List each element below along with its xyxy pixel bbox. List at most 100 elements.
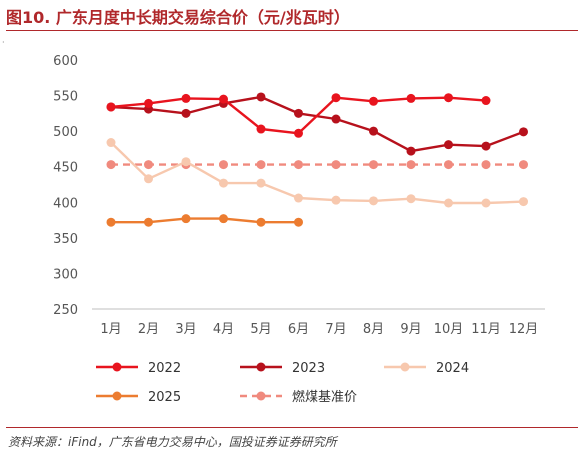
data-point-2022 (144, 98, 153, 108)
data-point-2023 (331, 114, 341, 124)
series-2024 (106, 138, 528, 208)
data-point-benchmark (444, 160, 453, 170)
legend-swatch-marker (256, 391, 266, 401)
data-point-2025 (144, 217, 153, 227)
data-point-2022 (331, 93, 341, 103)
legend-label: 2023 (292, 361, 325, 376)
legend: 2022 2023 2024 2025 燃煤基准价 (96, 361, 469, 405)
y-tick-label: 300 (53, 267, 78, 282)
y-axis-ticks: 250 300 350 400 450 500 550 600 (53, 54, 78, 318)
y-tick-label: 550 (53, 90, 78, 105)
data-point-2022 (481, 96, 491, 106)
y-tick-label: 400 (53, 196, 78, 211)
data-point-benchmark (294, 160, 303, 170)
data-point-2024 (256, 178, 266, 188)
data-point-2025 (294, 217, 303, 227)
x-tick-label: 11月 (471, 322, 501, 337)
legend-item-2023: 2023 (240, 361, 325, 376)
data-point-2024 (106, 138, 116, 148)
data-point-2024 (181, 157, 191, 167)
line-chart: 250 300 350 400 450 500 550 600 1月 2月 3月 4月 5月 6月 7月 8… (53, 54, 545, 405)
data-point-benchmark (219, 160, 228, 170)
data-point-benchmark (406, 160, 416, 170)
data-point-2024 (481, 198, 491, 208)
legend-swatch-marker (256, 362, 266, 372)
data-point-benchmark (106, 160, 116, 170)
x-tick-label: 8月 (363, 322, 384, 337)
legend-label: 2024 (436, 361, 469, 376)
data-point-2022 (181, 93, 191, 103)
data-point-2022 (444, 93, 453, 103)
data-point-2024 (444, 198, 453, 208)
source-note: 资料来源：iFind，广东省电力交易中心，国投证券证券研究所 (8, 435, 337, 449)
x-tick-label: 1月 (100, 322, 121, 337)
data-point-2022 (106, 102, 116, 112)
x-tick-label: 5月 (250, 322, 271, 337)
margin-mark: · (2, 38, 5, 47)
x-tick-label: 3月 (175, 322, 196, 337)
data-point-2025 (219, 214, 228, 224)
series-2025 (106, 214, 303, 227)
data-point-2024 (331, 195, 341, 205)
chart-series (106, 92, 528, 227)
data-point-2023 (256, 92, 266, 102)
series-line-2023 (110, 95, 524, 153)
legend-label: 2025 (148, 390, 181, 405)
data-point-benchmark (331, 160, 341, 170)
legend-item-2025: 2025 (96, 390, 181, 405)
data-point-2022 (256, 124, 266, 134)
data-point-2024 (219, 178, 228, 188)
series-benchmark (106, 160, 528, 170)
legend-item-benchmark: 燃煤基准价 (240, 389, 357, 405)
legend-item-2024: 2024 (384, 361, 469, 376)
data-point-2025 (256, 217, 266, 227)
series-2023 (106, 92, 528, 156)
x-tick-label: 9月 (400, 322, 421, 337)
x-tick-label: 10月 (434, 322, 464, 337)
data-point-2022 (219, 94, 228, 104)
data-point-2022 (406, 93, 416, 103)
legend-swatch-marker (112, 362, 122, 372)
y-tick-label: 600 (53, 54, 78, 69)
data-point-benchmark (144, 160, 153, 170)
data-point-2022 (294, 128, 303, 138)
series-2022 (106, 93, 491, 138)
data-point-2025 (106, 217, 116, 227)
x-tick-label: 12月 (509, 322, 539, 337)
data-point-benchmark (519, 160, 528, 170)
data-point-2023 (406, 146, 416, 156)
data-point-2023 (519, 127, 528, 137)
y-tick-label: 350 (53, 232, 78, 247)
y-tick-label: 250 (53, 303, 78, 318)
x-tick-label: 6月 (288, 322, 309, 337)
x-tick-label: 2月 (138, 322, 159, 337)
data-point-2024 (519, 197, 528, 207)
x-tick-label: 7月 (325, 322, 346, 337)
x-tick-label: 4月 (213, 322, 234, 337)
legend-label: 2022 (148, 361, 181, 376)
data-point-2024 (369, 196, 378, 206)
data-point-2023 (481, 141, 491, 151)
series-line-2025 (111, 217, 299, 224)
data-point-2022 (369, 96, 378, 106)
data-point-benchmark (369, 160, 378, 170)
data-point-benchmark (256, 160, 266, 170)
legend-swatch-marker (112, 391, 122, 401)
data-point-2023 (369, 126, 378, 136)
legend-swatch-marker (400, 362, 410, 372)
data-point-2024 (294, 193, 303, 203)
y-tick-label: 500 (53, 125, 78, 140)
data-point-2024 (144, 174, 153, 184)
y-tick-label: 450 (53, 161, 78, 176)
data-point-2024 (406, 194, 416, 204)
title-divider (6, 30, 578, 31)
data-point-benchmark (481, 160, 491, 170)
legend-item-2022: 2022 (96, 361, 181, 376)
legend-label: 燃煤基准价 (292, 389, 357, 405)
footer-divider (6, 427, 578, 428)
chart-title: 图10. 广东月度中长期交易综合价（元/兆瓦时） (6, 8, 350, 27)
series-line-2024 (110, 141, 524, 205)
x-axis: 1月 2月 3月 4月 5月 6月 7月 8月 9月 10月 11月 12月 (92, 308, 545, 337)
data-point-2023 (181, 108, 191, 118)
data-point-2025 (181, 214, 191, 224)
